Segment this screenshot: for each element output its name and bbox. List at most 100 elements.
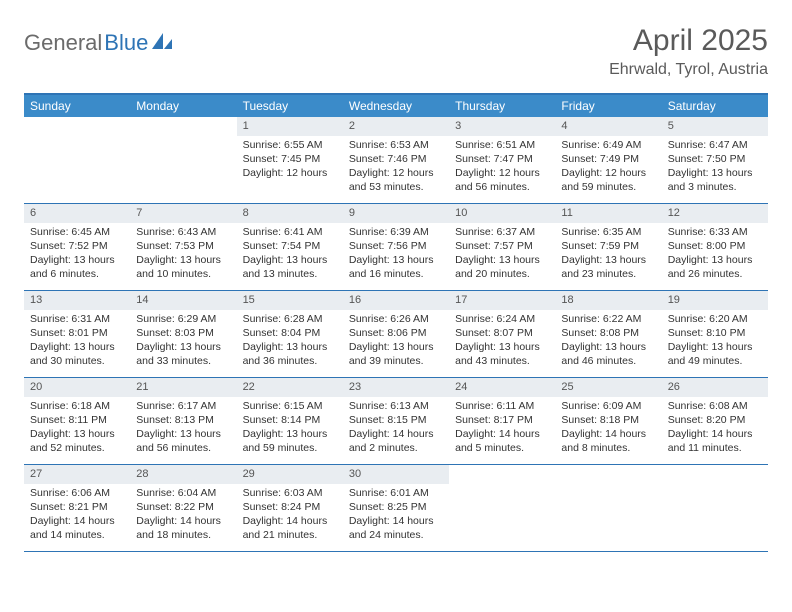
day-cell: 11Sunrise: 6:35 AMSunset: 7:59 PMDayligh… [555,204,661,290]
week-row: 6Sunrise: 6:45 AMSunset: 7:52 PMDaylight… [24,204,768,291]
sunset-line: Sunset: 7:46 PM [349,152,443,166]
day-cell: 1Sunrise: 6:55 AMSunset: 7:45 PMDaylight… [237,117,343,203]
sunset-line: Sunset: 7:53 PM [136,239,230,253]
sunset-line: Sunset: 7:54 PM [243,239,337,253]
day-cell: 28Sunrise: 6:04 AMSunset: 8:22 PMDayligh… [130,465,236,551]
daylight-line: Daylight: 13 hours and 26 minutes. [668,253,762,281]
week-row: 20Sunrise: 6:18 AMSunset: 8:11 PMDayligh… [24,378,768,465]
sunrise-line: Sunrise: 6:01 AM [349,486,443,500]
daylight-line: Daylight: 13 hours and 13 minutes. [243,253,337,281]
brand-part2: Blue [104,30,148,56]
daylight-line: Daylight: 14 hours and 21 minutes. [243,514,337,542]
daylight-line: Daylight: 13 hours and 52 minutes. [30,427,124,455]
sunrise-line: Sunrise: 6:24 AM [455,312,549,326]
sunset-line: Sunset: 8:07 PM [455,326,549,340]
day-body: Sunrise: 6:51 AMSunset: 7:47 PMDaylight:… [449,136,555,201]
sunset-line: Sunset: 8:22 PM [136,500,230,514]
day-cell: 9Sunrise: 6:39 AMSunset: 7:56 PMDaylight… [343,204,449,290]
daylight-line: Daylight: 13 hours and 36 minutes. [243,340,337,368]
day-body: Sunrise: 6:15 AMSunset: 8:14 PMDaylight:… [237,397,343,462]
day-number: 21 [130,378,236,397]
day-cell: 4Sunrise: 6:49 AMSunset: 7:49 PMDaylight… [555,117,661,203]
daylight-line: Daylight: 12 hours [243,166,337,180]
sunset-line: Sunset: 8:08 PM [561,326,655,340]
day-number: 28 [130,465,236,484]
daylight-line: Daylight: 14 hours and 24 minutes. [349,514,443,542]
day-body: Sunrise: 6:37 AMSunset: 7:57 PMDaylight:… [449,223,555,288]
weekday-header: Friday [555,95,661,117]
weeks-container: 1Sunrise: 6:55 AMSunset: 7:45 PMDaylight… [24,117,768,552]
sunrise-line: Sunrise: 6:20 AM [668,312,762,326]
day-cell-empty [24,117,130,203]
sunset-line: Sunset: 8:14 PM [243,413,337,427]
sunset-line: Sunset: 8:20 PM [668,413,762,427]
daylight-line: Daylight: 12 hours and 59 minutes. [561,166,655,194]
day-body: Sunrise: 6:09 AMSunset: 8:18 PMDaylight:… [555,397,661,462]
day-cell: 14Sunrise: 6:29 AMSunset: 8:03 PMDayligh… [130,291,236,377]
page-title: April 2025 [609,24,768,57]
day-body: Sunrise: 6:18 AMSunset: 8:11 PMDaylight:… [24,397,130,462]
day-number: 16 [343,291,449,310]
day-cell: 25Sunrise: 6:09 AMSunset: 8:18 PMDayligh… [555,378,661,464]
day-number: 2 [343,117,449,136]
sunset-line: Sunset: 7:47 PM [455,152,549,166]
day-number: 24 [449,378,555,397]
daylight-line: Daylight: 13 hours and 46 minutes. [561,340,655,368]
weekday-header: Saturday [662,95,768,117]
sunset-line: Sunset: 7:57 PM [455,239,549,253]
sunrise-line: Sunrise: 6:11 AM [455,399,549,413]
day-number: 5 [662,117,768,136]
day-number: 1 [237,117,343,136]
day-body: Sunrise: 6:04 AMSunset: 8:22 PMDaylight:… [130,484,236,549]
day-number: 13 [24,291,130,310]
day-number: 23 [343,378,449,397]
day-cell: 15Sunrise: 6:28 AMSunset: 8:04 PMDayligh… [237,291,343,377]
sunrise-line: Sunrise: 6:03 AM [243,486,337,500]
day-cell: 2Sunrise: 6:53 AMSunset: 7:46 PMDaylight… [343,117,449,203]
sunrise-line: Sunrise: 6:22 AM [561,312,655,326]
day-body: Sunrise: 6:53 AMSunset: 7:46 PMDaylight:… [343,136,449,201]
day-body: Sunrise: 6:45 AMSunset: 7:52 PMDaylight:… [24,223,130,288]
day-body: Sunrise: 6:55 AMSunset: 7:45 PMDaylight:… [237,136,343,187]
sunset-line: Sunset: 8:03 PM [136,326,230,340]
day-cell: 10Sunrise: 6:37 AMSunset: 7:57 PMDayligh… [449,204,555,290]
sunset-line: Sunset: 7:49 PM [561,152,655,166]
daylight-line: Daylight: 12 hours and 53 minutes. [349,166,443,194]
day-body: Sunrise: 6:17 AMSunset: 8:13 PMDaylight:… [130,397,236,462]
sunrise-line: Sunrise: 6:39 AM [349,225,443,239]
day-body: Sunrise: 6:22 AMSunset: 8:08 PMDaylight:… [555,310,661,375]
day-number: 29 [237,465,343,484]
day-number: 25 [555,378,661,397]
daylight-line: Daylight: 13 hours and 43 minutes. [455,340,549,368]
sunrise-line: Sunrise: 6:28 AM [243,312,337,326]
sunset-line: Sunset: 8:25 PM [349,500,443,514]
day-number: 22 [237,378,343,397]
day-cell-empty [130,117,236,203]
day-body: Sunrise: 6:39 AMSunset: 7:56 PMDaylight:… [343,223,449,288]
sunrise-line: Sunrise: 6:15 AM [243,399,337,413]
day-number: 27 [24,465,130,484]
day-body: Sunrise: 6:11 AMSunset: 8:17 PMDaylight:… [449,397,555,462]
day-number: 30 [343,465,449,484]
day-cell: 6Sunrise: 6:45 AMSunset: 7:52 PMDaylight… [24,204,130,290]
day-body: Sunrise: 6:03 AMSunset: 8:24 PMDaylight:… [237,484,343,549]
day-cell: 17Sunrise: 6:24 AMSunset: 8:07 PMDayligh… [449,291,555,377]
header: GeneralBlue April 2025 Ehrwald, Tyrol, A… [24,24,768,79]
sunrise-line: Sunrise: 6:09 AM [561,399,655,413]
sunrise-line: Sunrise: 6:51 AM [455,138,549,152]
day-body: Sunrise: 6:13 AMSunset: 8:15 PMDaylight:… [343,397,449,462]
day-cell: 12Sunrise: 6:33 AMSunset: 8:00 PMDayligh… [662,204,768,290]
sunset-line: Sunset: 7:59 PM [561,239,655,253]
daylight-line: Daylight: 13 hours and 30 minutes. [30,340,124,368]
sunrise-line: Sunrise: 6:47 AM [668,138,762,152]
sunrise-line: Sunrise: 6:37 AM [455,225,549,239]
daylight-line: Daylight: 14 hours and 11 minutes. [668,427,762,455]
weekday-header: Sunday [24,95,130,117]
daylight-line: Daylight: 12 hours and 56 minutes. [455,166,549,194]
sunset-line: Sunset: 8:15 PM [349,413,443,427]
day-cell: 3Sunrise: 6:51 AMSunset: 7:47 PMDaylight… [449,117,555,203]
sunrise-line: Sunrise: 6:55 AM [243,138,337,152]
day-number: 14 [130,291,236,310]
day-body: Sunrise: 6:06 AMSunset: 8:21 PMDaylight:… [24,484,130,549]
weekday-header: Tuesday [237,95,343,117]
